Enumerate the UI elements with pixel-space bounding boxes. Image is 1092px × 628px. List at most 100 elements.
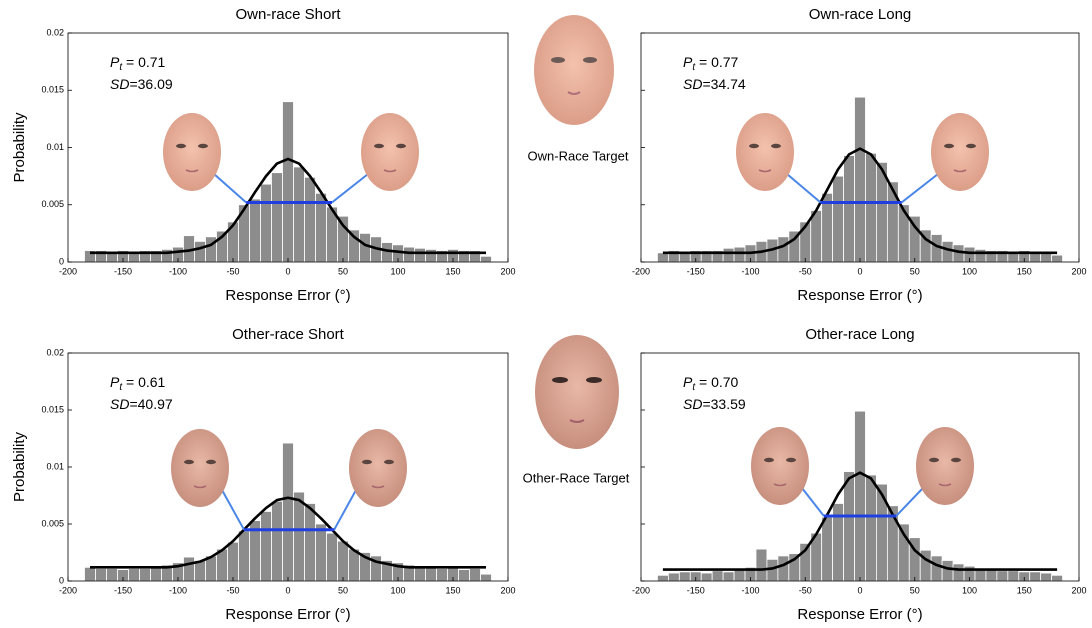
histogram-bar xyxy=(767,559,778,581)
chart: Other-race Short Response Error (°) Probab… xyxy=(11,326,516,623)
page: {"faces": {"own_target": "Own-Race Targe… xyxy=(0,0,1092,628)
histogram-bar xyxy=(239,531,250,581)
histogram-bar xyxy=(426,249,437,262)
histogram-bar xyxy=(1030,572,1041,581)
histogram-bar xyxy=(415,248,426,262)
histogram-bar xyxy=(833,176,844,262)
histogram-bar xyxy=(1041,253,1052,262)
histogram-bar xyxy=(679,572,690,581)
x-tick-label: -200 xyxy=(632,585,650,595)
x-tick-label: -50 xyxy=(799,585,812,595)
eye xyxy=(966,144,976,148)
x-tick-label: 50 xyxy=(338,266,348,276)
face xyxy=(931,113,989,191)
sd-value: =36.09 xyxy=(129,76,172,92)
x-tick-label: -50 xyxy=(799,266,812,276)
histogram-bar xyxy=(305,503,316,581)
histogram-bar xyxy=(305,177,316,262)
eye xyxy=(764,458,774,462)
sd-annotation: SD=36.09 xyxy=(110,76,173,92)
connector xyxy=(902,174,938,202)
sd-value: =40.97 xyxy=(129,396,172,412)
histogram-bar xyxy=(481,574,492,581)
histogram-bar xyxy=(382,243,393,262)
pt-value: = 0.61 xyxy=(122,374,165,390)
x-tick-label: -50 xyxy=(226,585,239,595)
x-tick-label: 150 xyxy=(445,585,460,595)
histogram-bar xyxy=(942,241,953,262)
x-tick-label: 200 xyxy=(500,266,515,276)
x-tick-label: 0 xyxy=(285,266,290,276)
histogram-bar xyxy=(997,571,1008,581)
sd-value: =34.74 xyxy=(702,76,745,92)
face xyxy=(751,427,809,505)
y-tick-label: 0 xyxy=(59,575,64,585)
histogram-bar xyxy=(195,241,206,262)
eye xyxy=(929,458,939,462)
chart-title: Other-race Short xyxy=(232,326,345,343)
x-axis-label: Response Error (°) xyxy=(797,606,922,623)
histogram-bar xyxy=(855,97,866,262)
histogram-bar xyxy=(96,568,107,581)
chart-title: Other-race Long xyxy=(805,326,914,343)
histogram-bar xyxy=(283,102,294,262)
chart: Other-race Long Response Error (°) -200 -15… xyxy=(632,326,1087,623)
histogram-bar xyxy=(712,571,723,581)
chart-title: Own-race Long xyxy=(809,6,912,23)
face xyxy=(916,427,974,505)
face xyxy=(361,113,419,191)
eye xyxy=(951,458,961,462)
connector xyxy=(222,490,244,530)
x-tick-label: 150 xyxy=(1017,585,1032,595)
histogram-bar xyxy=(151,567,162,581)
x-tick-label: -100 xyxy=(741,266,759,276)
x-tick-label: -150 xyxy=(687,266,705,276)
x-tick-label: -50 xyxy=(226,266,239,276)
histogram-bar xyxy=(756,549,767,581)
face-image xyxy=(751,427,809,505)
histogram-bar xyxy=(107,568,118,581)
histogram-bar xyxy=(316,524,327,581)
face xyxy=(163,113,221,191)
face-image xyxy=(931,113,989,191)
x-tick-label: 200 xyxy=(1071,585,1086,595)
y-tick-label: 0.02 xyxy=(46,347,64,357)
eye xyxy=(944,144,954,148)
x-tick-label: 150 xyxy=(1017,266,1032,276)
face-image xyxy=(163,113,221,191)
histogram-bar xyxy=(865,475,876,581)
histogram-bar xyxy=(778,237,789,262)
sd-symbol: SD xyxy=(110,396,129,412)
x-tick-label: 100 xyxy=(390,585,405,595)
pt-annotation: Pt = 0.70 xyxy=(683,374,739,393)
histogram-bar xyxy=(338,541,349,581)
target-face-own xyxy=(534,15,614,125)
connector xyxy=(332,174,368,202)
face-label: Own-Race Target xyxy=(528,148,629,163)
histogram-bar xyxy=(953,564,964,581)
eye xyxy=(396,144,406,148)
y-axis-label: Probability xyxy=(11,431,28,502)
histogram-bar xyxy=(657,575,668,581)
y-tick-label: 0 xyxy=(59,256,64,266)
y-tick-label: 0.015 xyxy=(41,404,64,414)
x-tick-label: -150 xyxy=(114,585,132,595)
chart-title: Own-race Short xyxy=(235,6,341,23)
eye xyxy=(384,460,394,464)
histogram-bar xyxy=(85,567,96,581)
histogram-bar xyxy=(404,247,415,262)
x-tick-label: -100 xyxy=(741,585,759,595)
face xyxy=(171,429,229,507)
x-tick-label: 0 xyxy=(857,585,862,595)
histogram-bar xyxy=(184,557,195,581)
x-tick-label: -150 xyxy=(687,585,705,595)
histogram-bar xyxy=(129,568,140,581)
y-tick-label: 0.01 xyxy=(46,461,64,471)
sd-annotation: SD=34.74 xyxy=(683,76,746,92)
x-axis-label: Response Error (°) xyxy=(225,606,350,623)
histogram-bar xyxy=(778,556,789,581)
pt-annotation: Pt = 0.71 xyxy=(110,54,166,73)
histogram-bar xyxy=(668,573,679,581)
face-label: Other-Race Target xyxy=(523,470,630,485)
